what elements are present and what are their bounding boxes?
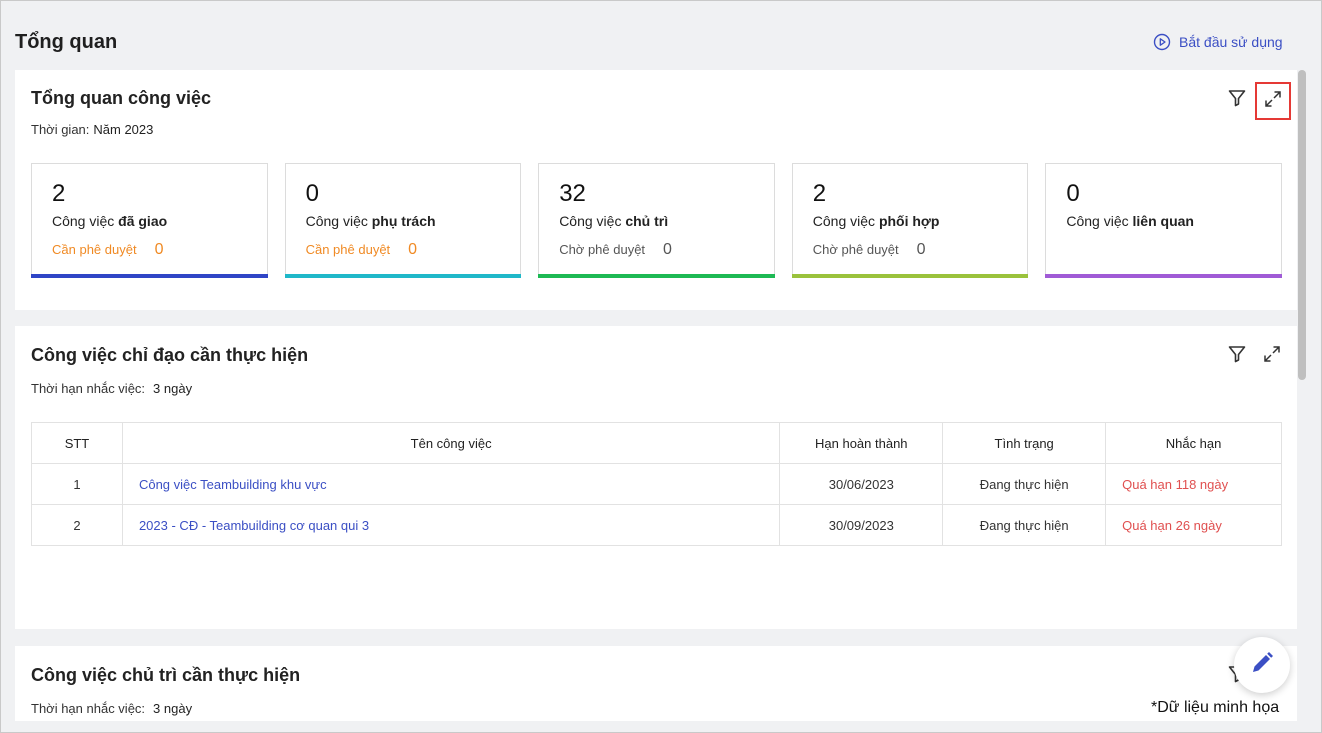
start-using-label: Bắt đầu sử dụng <box>1179 34 1283 50</box>
cell-due: 30/09/2023 <box>779 504 944 546</box>
overview-expand-button[interactable] <box>1255 82 1291 120</box>
reminder-value: 3 ngày <box>153 701 193 716</box>
overview-filter-button[interactable] <box>1221 84 1253 116</box>
directed-expand-button[interactable] <box>1256 340 1288 372</box>
stat-pending: Chờ phê duyệt 0 <box>559 241 672 258</box>
expand-icon <box>1262 344 1282 369</box>
stat-pending: Cần phê duyệt 0 <box>52 241 164 258</box>
page-title: Tổng quan <box>15 31 118 53</box>
stat-bar <box>538 274 775 278</box>
overview-card: Tổng quan công việc Thời gian: Năm 2023 2… <box>15 70 1297 310</box>
stat-bar <box>791 274 1029 278</box>
cell-stt: 2 <box>31 504 123 546</box>
cell-stt: 1 <box>31 463 123 505</box>
directed-reminder: Thời hạn nhắc việc: 3 ngày <box>31 381 192 396</box>
cell-status: Đang thực hiện <box>942 504 1107 546</box>
cell-due: 30/06/2023 <box>779 463 944 505</box>
time-value: Năm 2023 <box>93 122 154 137</box>
cell-status: Đang thực hiện <box>942 463 1107 505</box>
stat-in-charge[interactable]: 0 Công việc phụ trách Cần phê duyệt 0 <box>284 163 522 278</box>
directed-title: Công việc chỉ đạo cần thực hiện <box>31 345 309 365</box>
filter-icon <box>1227 344 1247 369</box>
stat-count: 0 <box>1066 180 1080 207</box>
play-circle-icon <box>1153 33 1171 51</box>
page-header: Tổng quan Bắt đầu sử dụng <box>1 1 1301 71</box>
task-link[interactable]: Công việc Teambuilding khu vực <box>138 476 327 492</box>
stat-bar <box>31 274 268 278</box>
stat-count: 2 <box>812 180 827 207</box>
stat-label: Công việc chủ trì <box>559 213 669 229</box>
start-using-link[interactable]: Bắt đầu sử dụng <box>1153 33 1283 51</box>
stat-related[interactable]: 0 Công việc liên quan <box>1045 163 1282 278</box>
overview-title: Tổng quan công việc <box>31 88 212 108</box>
edit-fab-button[interactable] <box>1234 637 1290 693</box>
illustrative-data-note: *Dữ liệu minh họa <box>1151 699 1280 716</box>
hosted-title: Công việc chủ trì cần thực hiện <box>31 665 301 685</box>
stat-count: 2 <box>52 180 66 207</box>
stat-label: Công việc liên quan <box>1066 213 1194 229</box>
reminder-value: 3 ngày <box>153 381 193 396</box>
time-label: Thời gian: <box>31 122 90 137</box>
stats-row: 2 Công việc đã giao Cần phê duyệt 0 0 Côn… <box>31 163 1282 278</box>
reminder-label: Thời hạn nhắc việc: <box>31 381 146 396</box>
col-stt: STT <box>31 422 123 464</box>
stat-label: Công việc phối hợp <box>812 213 940 229</box>
table-row: 2 2023 - CĐ - Teambuilding cơ quan qui 3… <box>31 504 1282 546</box>
stat-assigned[interactable]: 2 Công việc đã giao Cần phê duyệt 0 <box>31 163 268 278</box>
col-due-date: Hạn hoàn thành <box>779 422 944 464</box>
directed-filter-button[interactable] <box>1221 340 1253 372</box>
col-status: Tình trạng <box>942 422 1107 464</box>
stat-hosted[interactable]: 32 Công việc chủ trì Chờ phê duyệt 0 <box>538 163 775 278</box>
stat-count: 0 <box>305 180 319 207</box>
filter-icon <box>1227 88 1247 113</box>
cell-reminder: Quá hạn 118 ngày <box>1122 476 1229 492</box>
stat-pending: Chờ phê duyệt 0 <box>812 241 926 258</box>
hosted-reminder: Thời hạn nhắc việc: 3 ngày <box>31 701 192 716</box>
scrollbar-thumb[interactable] <box>1298 70 1306 380</box>
table-header-row: STT Tên công việc Hạn hoàn thành Tình tr… <box>31 422 1282 464</box>
stat-pending: Cần phê duyệt 0 <box>305 241 418 258</box>
directed-tasks-table: STT Tên công việc Hạn hoàn thành Tình tr… <box>31 422 1282 546</box>
stat-count: 32 <box>559 180 586 207</box>
task-link[interactable]: 2023 - CĐ - Teambuilding cơ quan qui 3 <box>138 517 370 533</box>
stat-bar <box>1045 274 1282 278</box>
expand-icon <box>1263 89 1283 114</box>
pencil-icon <box>1249 650 1275 681</box>
hosted-tasks-card: Công việc chủ trì cần thực hiện Thời hạn… <box>15 646 1297 721</box>
stat-label: Công việc đã giao <box>52 213 168 229</box>
reminder-label: Thời hạn nhắc việc: <box>31 701 146 716</box>
col-reminder: Nhắc hạn <box>1105 422 1282 464</box>
stat-coordinated[interactable]: 2 Công việc phối hợp Chờ phê duyệt 0 <box>791 163 1029 278</box>
stat-bar <box>284 274 522 278</box>
col-task-name: Tên công việc <box>121 422 781 464</box>
cell-reminder: Quá hạn 26 ngày <box>1122 517 1222 533</box>
overview-time: Thời gian: Năm 2023 <box>31 122 153 137</box>
directed-tasks-card: Công việc chỉ đạo cần thực hiện Thời hạn… <box>15 326 1297 629</box>
stat-label: Công việc phụ trách <box>305 213 436 229</box>
table-row: 1 Công việc Teambuilding khu vực 30/06/2… <box>31 463 1282 505</box>
